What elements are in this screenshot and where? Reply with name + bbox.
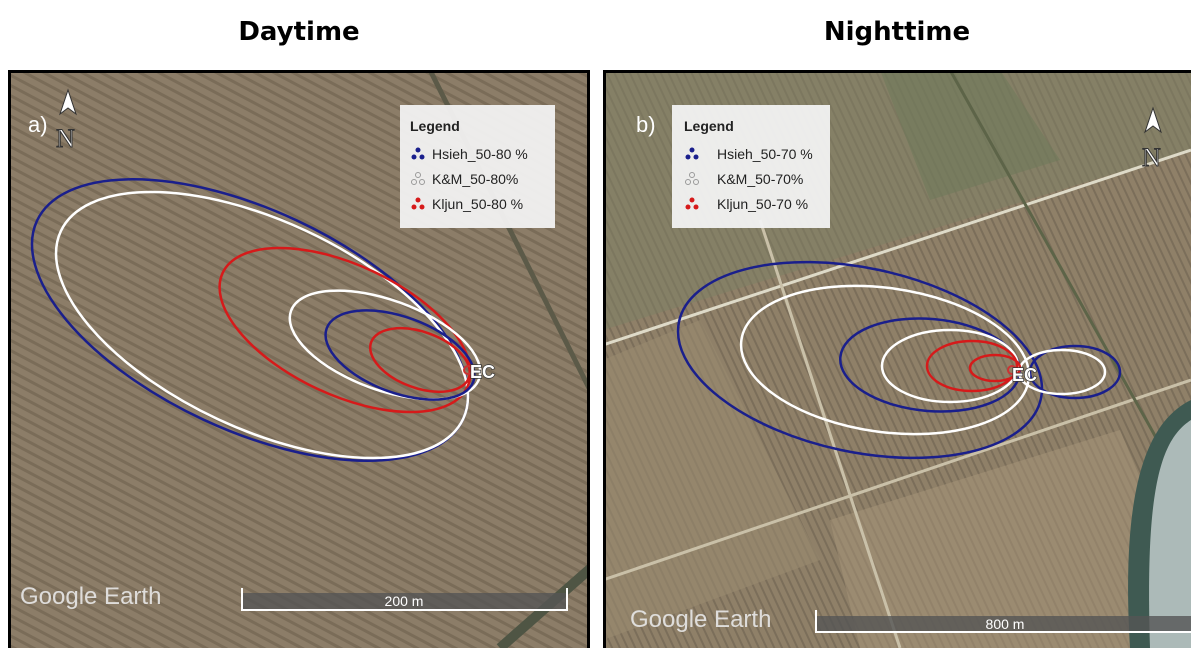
watermark: Google Earth [630, 606, 771, 633]
legend-title: Legend [410, 118, 460, 134]
legend-item: Kljun_50-80 % [432, 196, 523, 212]
station-label: EC [470, 362, 495, 382]
scale-bar-label: 200 m [385, 593, 424, 609]
legend-item: Kljun_50-70 % [717, 196, 808, 212]
panel-label: b) [636, 112, 656, 137]
panel-title: Daytime [238, 17, 359, 47]
north-arrow: N [1142, 143, 1161, 172]
watermark: Google Earth [20, 583, 161, 610]
panel-label: a) [28, 112, 48, 137]
legend-item: Hsieh_50-70 % [717, 146, 813, 162]
legend-item: K&M_50-80% [432, 171, 518, 187]
map-panel: EC a) N Legend Hsieh_50-80 % K&M_50-80% … [8, 70, 590, 648]
map-panel: EC b) N Legend Hsieh_50-70 % K&M_50-70% … [603, 70, 1191, 648]
north-arrow: N [56, 124, 75, 153]
legend-item: K&M_50-70% [717, 171, 803, 187]
panel-title: Nighttime [824, 17, 970, 47]
legend-item: Hsieh_50-80 % [432, 146, 528, 162]
scale-bar-label: 800 m [986, 616, 1025, 632]
station-label: EC [1012, 365, 1037, 385]
legend-title: Legend [684, 118, 734, 134]
